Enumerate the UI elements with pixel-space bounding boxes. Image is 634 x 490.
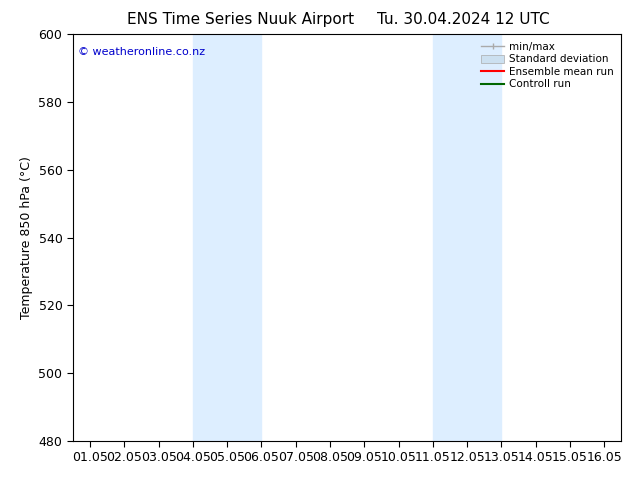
Text: ENS Time Series Nuuk Airport: ENS Time Series Nuuk Airport <box>127 12 354 27</box>
Legend: min/max, Standard deviation, Ensemble mean run, Controll run: min/max, Standard deviation, Ensemble me… <box>479 40 616 92</box>
Y-axis label: Temperature 850 hPa (°C): Temperature 850 hPa (°C) <box>20 156 33 319</box>
Bar <box>433 34 501 441</box>
Text: Tu. 30.04.2024 12 UTC: Tu. 30.04.2024 12 UTC <box>377 12 549 27</box>
Bar <box>193 34 261 441</box>
Text: © weatheronline.co.nz: © weatheronline.co.nz <box>79 47 205 56</box>
